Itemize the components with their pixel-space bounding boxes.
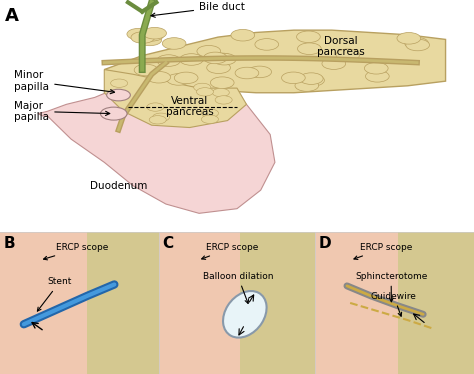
Circle shape — [138, 34, 162, 46]
Text: ERCP scope: ERCP scope — [201, 243, 258, 259]
Text: D: D — [319, 236, 331, 251]
Circle shape — [107, 89, 130, 101]
Circle shape — [300, 73, 323, 85]
Circle shape — [298, 43, 321, 55]
Polygon shape — [159, 232, 315, 374]
Circle shape — [153, 113, 170, 122]
Text: Duodenum: Duodenum — [90, 181, 147, 190]
Circle shape — [203, 52, 227, 64]
Text: Ventral
pancreas: Ventral pancreas — [166, 96, 213, 117]
Circle shape — [282, 72, 305, 84]
Circle shape — [365, 62, 388, 74]
Circle shape — [174, 72, 198, 84]
Polygon shape — [240, 232, 315, 374]
Circle shape — [215, 96, 232, 104]
Text: B: B — [3, 236, 15, 251]
Polygon shape — [0, 232, 159, 374]
Circle shape — [197, 46, 220, 57]
Circle shape — [196, 88, 213, 96]
Circle shape — [210, 53, 234, 65]
Text: Balloon dilation: Balloon dilation — [202, 272, 273, 303]
Circle shape — [297, 31, 320, 43]
Circle shape — [255, 39, 279, 50]
Polygon shape — [315, 232, 474, 374]
Circle shape — [201, 109, 219, 117]
Circle shape — [295, 80, 319, 91]
Text: Dorsal
pancreas: Dorsal pancreas — [318, 36, 365, 57]
Circle shape — [231, 30, 255, 41]
Text: ERCP scope: ERCP scope — [44, 243, 108, 260]
Text: Stent: Stent — [37, 278, 72, 311]
Polygon shape — [104, 70, 246, 128]
Circle shape — [149, 116, 166, 124]
Circle shape — [157, 55, 181, 66]
Circle shape — [131, 32, 155, 43]
Circle shape — [212, 88, 229, 97]
Circle shape — [147, 103, 164, 111]
Circle shape — [406, 39, 429, 51]
Text: ERCP scope: ERCP scope — [354, 243, 412, 260]
Circle shape — [248, 66, 272, 78]
Text: A: A — [5, 7, 18, 25]
Circle shape — [110, 79, 128, 88]
Circle shape — [100, 107, 127, 120]
Circle shape — [201, 115, 219, 123]
Circle shape — [405, 37, 428, 49]
Circle shape — [134, 64, 158, 76]
Circle shape — [212, 53, 236, 65]
Circle shape — [336, 49, 360, 61]
Circle shape — [194, 83, 211, 92]
Text: Sphincterotome: Sphincterotome — [355, 272, 427, 302]
Polygon shape — [398, 232, 474, 374]
Circle shape — [127, 28, 151, 40]
Circle shape — [167, 74, 191, 85]
Text: Major
papilla: Major papilla — [14, 101, 110, 122]
Text: Minor
papilla: Minor papilla — [14, 70, 115, 94]
Circle shape — [207, 62, 230, 74]
Text: Guidewire: Guidewire — [371, 292, 417, 316]
Polygon shape — [104, 30, 446, 93]
Circle shape — [322, 58, 346, 70]
Circle shape — [397, 33, 420, 44]
Circle shape — [143, 27, 166, 39]
Circle shape — [210, 77, 234, 89]
Circle shape — [235, 67, 259, 79]
Circle shape — [180, 54, 203, 65]
Text: Bile duct: Bile duct — [151, 2, 245, 17]
Polygon shape — [87, 232, 159, 374]
Circle shape — [365, 71, 389, 82]
Circle shape — [147, 71, 171, 83]
Circle shape — [162, 38, 186, 49]
Circle shape — [140, 30, 164, 41]
Ellipse shape — [223, 291, 266, 338]
Circle shape — [301, 74, 324, 86]
Text: C: C — [162, 236, 173, 251]
Polygon shape — [38, 74, 275, 213]
